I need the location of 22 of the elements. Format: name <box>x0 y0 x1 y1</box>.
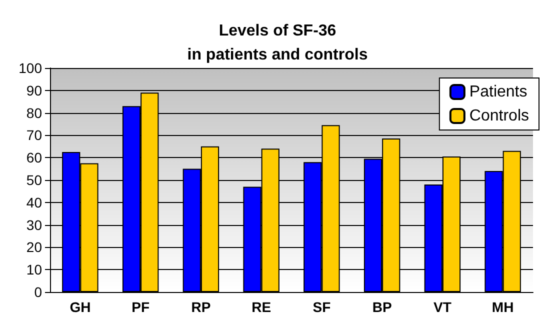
x-tick-label: RE <box>252 299 272 315</box>
y-tick-label: 40 <box>26 194 42 210</box>
y-tick-label: 90 <box>26 82 42 98</box>
y-tick-label: 0 <box>34 284 42 300</box>
y-tick-label: 70 <box>26 127 42 144</box>
x-tick-label: GH <box>70 299 91 315</box>
y-tick-label: 30 <box>26 216 42 233</box>
y-tick-label: 20 <box>26 239 42 256</box>
y-tick-label: 10 <box>26 262 42 278</box>
legend-label: Controls <box>469 108 529 124</box>
x-tick-label: BP <box>372 299 392 315</box>
x-tick-label: VT <box>433 299 452 315</box>
x-tick-label: PF <box>132 299 150 315</box>
x-tick-label: RP <box>191 299 211 315</box>
y-tick-label: 80 <box>26 104 42 121</box>
y-tick-label: 50 <box>26 172 42 188</box>
y-tick-label: 100 <box>18 60 42 76</box>
x-tick-label: MH <box>492 299 514 315</box>
chart-title: Levels of SF-36 in patients and controls <box>187 22 368 64</box>
legend-label: Patients <box>469 84 528 100</box>
x-tick-label: SF <box>312 299 332 315</box>
y-tick-label: 60 <box>26 150 42 166</box>
